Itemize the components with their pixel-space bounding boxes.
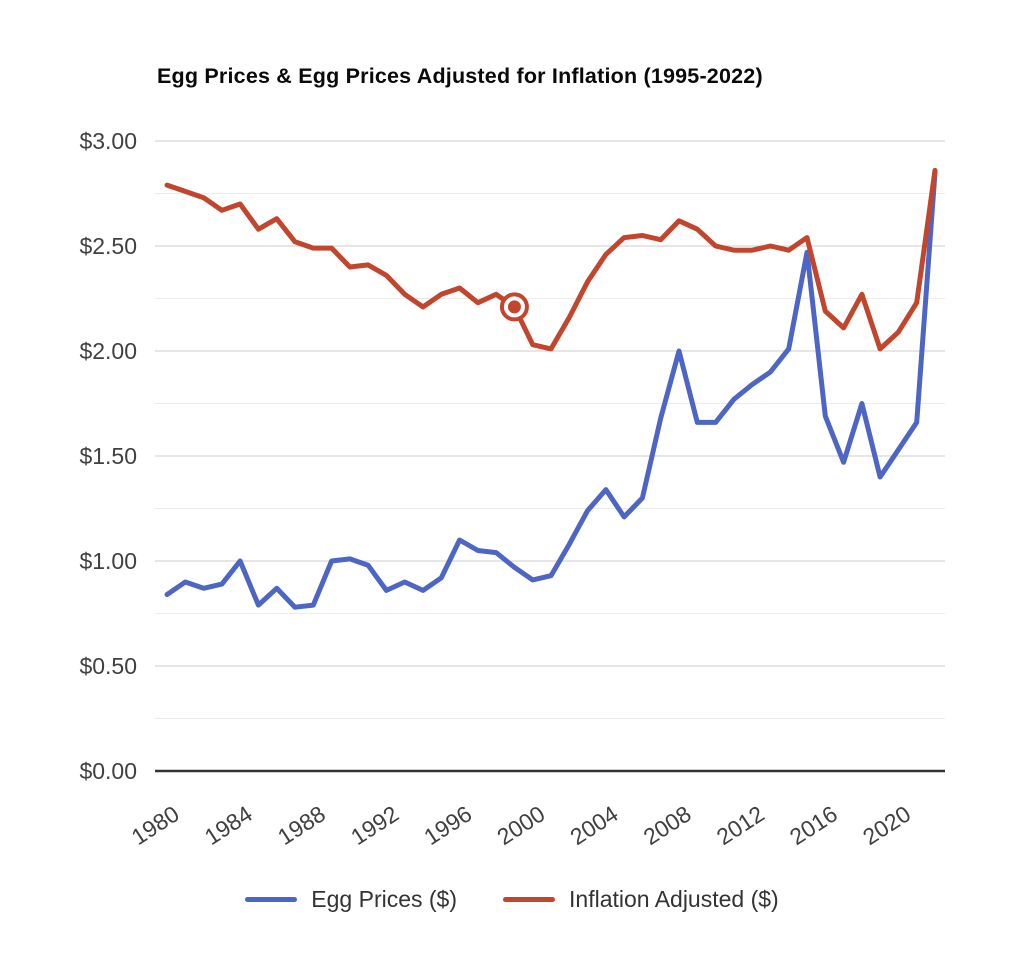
chart-legend: Egg Prices ($) Inflation Adjusted ($) [0, 886, 1024, 913]
y-axis-tick-label: $2.50 [79, 233, 137, 259]
y-axis-tick-label: $0.50 [79, 653, 137, 679]
legend-label-inflation-adjusted: Inflation Adjusted ($) [569, 886, 779, 912]
x-axis-tick-label: 1980 [127, 800, 184, 850]
y-axis-tick-label: $3.00 [79, 128, 137, 154]
y-axis-tick-label: $0.00 [79, 758, 137, 784]
series-line-inflation-adjusted [164, 167, 938, 352]
y-axis-tick-label: $1.00 [79, 548, 137, 574]
x-axis-tick-label: 1992 [346, 800, 403, 850]
x-axis-tick-label: 1984 [200, 800, 257, 850]
y-axis-tick-label: $2.00 [79, 338, 137, 364]
egg-prices-line-swatch [245, 897, 298, 902]
x-axis-tick-label: 2016 [785, 800, 842, 850]
x-axis-tick-label: 1988 [273, 800, 330, 850]
x-axis-tick-label: 2000 [492, 800, 549, 850]
x-axis-tick-label: 2008 [639, 800, 696, 850]
x-axis-tick-label: 2020 [858, 800, 915, 850]
legend-label-egg-prices: Egg Prices ($) [311, 886, 458, 912]
y-axis-tick-label: $1.50 [79, 443, 137, 469]
legend-item-inflation-adjusted: Inflation Adjusted ($) [503, 886, 779, 913]
x-axis-tick-label: 2012 [712, 800, 769, 850]
highlighted-point-dot [507, 300, 521, 314]
line-chart-canvas: $3.00 $2.50 $2.00 $1.50 $1.00 $0.50 $0.00 1980 1… [79, 128, 945, 850]
series-line-egg-prices [164, 170, 938, 610]
inflation-adjusted-line-swatch [503, 897, 556, 902]
chart-title: Egg Prices & Egg Prices Adjusted for Inf… [157, 64, 763, 88]
legend-item-egg-prices: Egg Prices ($) [245, 886, 457, 913]
x-axis-tick-label: 2004 [566, 800, 623, 850]
x-axis-tick-label: 1996 [419, 800, 476, 850]
